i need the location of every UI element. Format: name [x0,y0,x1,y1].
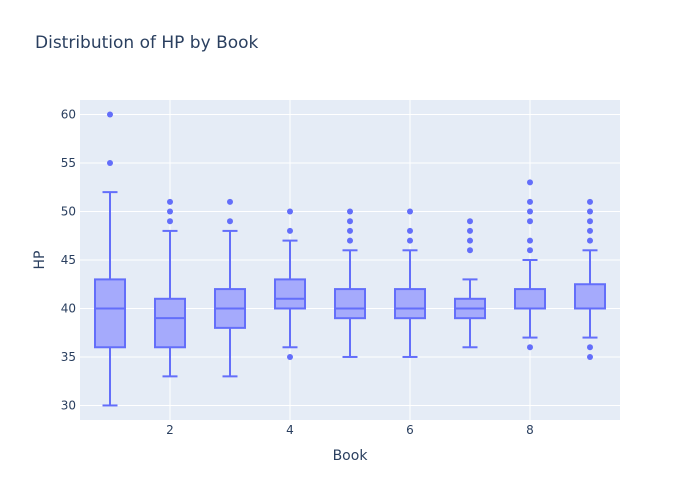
iqr-box [94,278,126,349]
outlier-point [287,227,293,234]
chart-title: Distribution of HP by Book [35,33,259,53]
y-axis-title: HP [32,251,48,270]
box-book-2 [154,198,186,378]
y-tick-label: 35 [61,350,76,364]
box-book-3 [214,198,246,378]
y-tick-label: 45 [61,253,76,267]
outlier-point [287,353,293,360]
outlier-point [467,247,473,254]
outlier-point [587,198,593,205]
box-book-1 [94,111,126,407]
outlier-point [407,237,413,244]
outlier-point [107,160,113,167]
outlier-point [527,247,533,254]
outlier-point [407,227,413,234]
outlier-point [587,353,593,360]
x-tick-label: 4 [286,423,294,437]
outlier-point [587,208,593,215]
outlier-point [167,198,173,205]
box-book-5 [334,208,366,358]
outlier-point [287,208,293,215]
outlier-point [167,208,173,215]
x-axis-title: Book [333,448,369,464]
y-tick-label: 60 [61,108,76,122]
outlier-point [527,198,533,205]
outlier-point [587,237,593,244]
iqr-box [334,288,366,320]
y-tick-label: 40 [61,301,76,315]
box-book-9 [574,198,606,360]
y-tick-label: 50 [61,205,76,219]
outlier-point [587,344,593,351]
outlier-point [347,227,353,234]
outlier-point [347,237,353,244]
outlier-point [467,218,473,225]
box-book-6 [394,208,426,358]
outlier-point [527,208,533,215]
outlier-point [587,218,593,225]
box-book-4 [274,208,306,360]
outlier-point [527,344,533,351]
x-tick-label: 6 [406,423,414,437]
iqr-box [514,288,546,310]
outlier-point [407,208,413,215]
tick-layer: 30 35 40 45 50 55 60 2 4 6 8 [61,108,534,437]
x-tick-label: 8 [526,423,534,437]
outlier-point [347,218,353,225]
outlier-point [527,237,533,244]
box-book-8 [514,179,546,351]
outlier-point [467,237,473,244]
y-tick-label: 55 [61,156,76,170]
outlier-point [107,111,113,118]
outlier-point [167,218,173,225]
outlier-point [467,227,473,234]
outlier-point [227,218,233,225]
iqr-box [574,283,606,310]
outlier-point [227,198,233,205]
iqr-box [274,278,306,310]
box-book-7 [454,218,486,349]
x-tick-label: 2 [166,423,174,437]
iqr-box [394,288,426,320]
y-tick-label: 30 [61,398,76,412]
iqr-box [154,297,186,349]
box-layer [94,111,606,407]
outlier-point [527,179,533,186]
outlier-point [527,218,533,225]
outlier-point [347,208,353,215]
outlier-point [587,227,593,234]
